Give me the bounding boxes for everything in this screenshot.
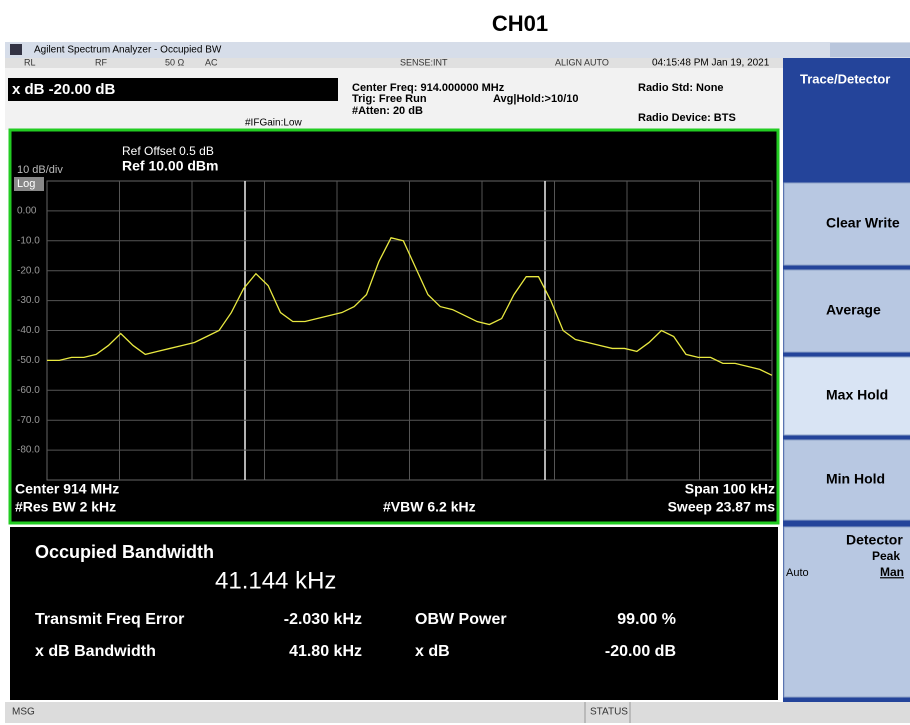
result-label: x dB Bandwidth [35,643,156,660]
y-tick-label: 0.00 [17,206,37,217]
coupling: AC [205,57,218,67]
detector-auto: Auto [786,567,809,579]
result-label: Transmit Freq Error [35,611,184,628]
menu-title: Trace/Detector [800,71,890,86]
y-tick-label: -70.0 [17,415,40,426]
result-value: -20.00 dB [605,643,676,660]
avg: Avg|Hold:>10/10 [493,93,579,105]
y-tick-label: -50.0 [17,355,40,366]
detector-man: Man [880,565,904,579]
detector-button[interactable] [783,526,910,698]
ref-level: Ref 10.00 dBm [122,158,218,174]
ifgain: #IFGain:Low [245,118,302,129]
result-label: x dB [415,643,450,660]
results-panel [10,527,778,700]
xdb-box [8,78,338,101]
y-tick-label: -30.0 [17,295,40,306]
sense: SENSE:INT [400,57,448,67]
align: ALIGN AUTO [555,57,609,67]
plot-frame [8,128,780,525]
results-title: Occupied Bandwidth [35,542,214,562]
radio-std: Radio Std: None [638,82,724,94]
menu-button[interactable] [783,269,910,353]
center: Center 914 MHz [15,481,119,497]
res-bw: #Res BW 2 kHz [15,499,116,515]
menu-button-label: Clear Write [826,215,900,231]
log: Log [17,178,35,190]
y-tick-label: -80.0 [17,445,40,456]
sweep: Sweep 23.87 ms [668,499,776,515]
result-value: -2.030 kHz [284,611,362,628]
menu: Trace/Detector Clear Write Average Max Hold… [783,71,910,698]
footer-status: STATUS [590,707,628,718]
footer [5,702,910,723]
y-tick-label: -20.0 [17,265,40,276]
window-title: Agilent Spectrum Analyzer - Occupied BW [34,45,222,56]
menu-button-label: Average [826,302,881,318]
y-tick-label: -60.0 [17,385,40,396]
detector-label: Detector [846,532,903,548]
xdb: x dB -20.00 dB [12,81,116,98]
rl: RL [24,57,36,67]
window-bar [5,42,910,58]
menu-button-label: Max Hold [826,387,888,403]
app-icon [10,44,22,55]
trig: Trig: Free Run [352,93,427,105]
menu-button[interactable] [783,439,910,521]
menu-button[interactable] [783,182,910,266]
log-box [14,177,44,191]
y-tick-label: -10.0 [17,235,40,246]
status-top-row [5,58,783,68]
radio-device: Radio Device: BTS [638,112,736,124]
span: Span 100 kHz [685,481,775,497]
atten: #Atten: 20 dB [352,105,423,117]
center-freq: Center Freq: 914.000000 MHz [352,82,505,94]
window-controls[interactable] [830,43,910,57]
result-value: 99.00 % [617,611,676,628]
rf: RF [95,57,107,67]
detector-value: Peak [872,549,900,563]
impedance: 50 Ω [165,57,185,67]
menu-button-label: Min Hold [826,471,885,487]
vbw: #VBW 6.2 kHz [383,499,476,515]
menu-button[interactable] [783,356,910,436]
ref-offset: Ref Offset 0.5 dB [122,144,214,158]
result-label: OBW Power [415,611,507,628]
trace [47,237,773,376]
result-value: 41.80 kHz [289,643,362,660]
scale: 10 dB/div [17,164,63,176]
page-title: CH01 [492,11,548,36]
obw-value: 41.144 kHz [215,567,336,594]
y-tick-label: -40.0 [17,325,40,336]
time: 04:15:48 PM Jan 19, 2021 [652,58,770,69]
footer-msg: MSG [12,707,35,718]
